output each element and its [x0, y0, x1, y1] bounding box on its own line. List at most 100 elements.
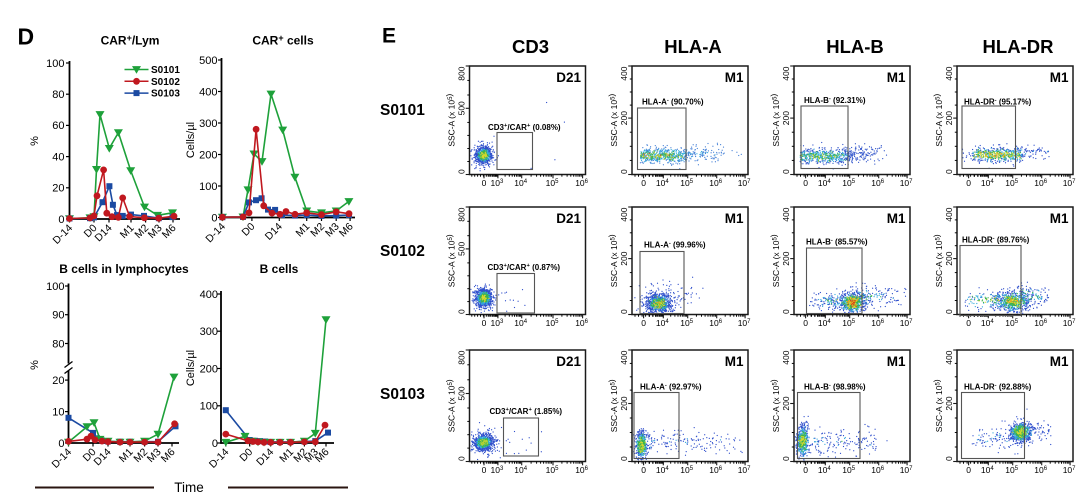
svg-text:80: 80 — [52, 338, 64, 350]
svg-text:107: 107 — [738, 178, 751, 188]
svg-text:800: 800 — [457, 66, 467, 80]
svg-text:105: 105 — [546, 465, 559, 475]
svg-text:100: 100 — [199, 181, 217, 193]
svg-text:D-14: D-14 — [207, 446, 232, 471]
svg-text:104: 104 — [981, 465, 994, 475]
svg-text:200: 200 — [781, 111, 791, 125]
svg-text:0: 0 — [619, 309, 629, 314]
svg-text:400: 400 — [619, 207, 629, 221]
svg-text:0: 0 — [457, 309, 467, 314]
svg-text:106: 106 — [709, 178, 722, 188]
svg-text:SSC-A (x 105): SSC-A (x 105) — [769, 234, 782, 287]
svg-text:M1: M1 — [1050, 211, 1069, 226]
svg-text:SSC-A (x 105): SSC-A (x 105) — [769, 379, 782, 432]
svg-text:M1: M1 — [887, 70, 906, 85]
svg-text:103: 103 — [490, 178, 503, 188]
svg-text:90: 90 — [52, 310, 64, 322]
svg-text:D0: D0 — [237, 446, 255, 464]
svg-text:SSC-A (x 105): SSC-A (x 105) — [444, 94, 457, 147]
svg-text:CAR+/Lym: CAR+/Lym — [101, 33, 160, 48]
svg-text:104: 104 — [656, 318, 669, 328]
svg-text:104: 104 — [981, 318, 994, 328]
svg-text:CD3: CD3 — [512, 36, 549, 57]
svg-text:105: 105 — [1005, 465, 1018, 475]
svg-text:0: 0 — [641, 178, 646, 188]
svg-text:200: 200 — [781, 251, 791, 265]
svg-text:M6: M6 — [160, 222, 179, 241]
svg-text:S0102: S0102 — [380, 243, 425, 260]
svg-text:106: 106 — [709, 318, 722, 328]
svg-text:106: 106 — [575, 318, 588, 328]
svg-text:0: 0 — [641, 465, 646, 475]
svg-text:D14: D14 — [92, 446, 114, 468]
svg-text:S0101: S0101 — [380, 102, 425, 119]
svg-text:SSC-A (x 105): SSC-A (x 105) — [607, 379, 620, 432]
svg-text:0: 0 — [944, 456, 954, 461]
svg-text:400: 400 — [944, 66, 954, 80]
svg-text:400: 400 — [199, 86, 217, 98]
svg-text:106: 106 — [709, 465, 722, 475]
svg-text:0: 0 — [457, 169, 467, 174]
svg-text:200: 200 — [619, 251, 629, 265]
svg-text:M1: M1 — [887, 354, 906, 369]
svg-text:103: 103 — [490, 318, 503, 328]
svg-text:M6: M6 — [159, 446, 178, 465]
svg-text:0: 0 — [457, 456, 467, 461]
svg-text:200: 200 — [619, 111, 629, 125]
svg-text:HLA-DR- (89.76%): HLA-DR- (89.76%) — [962, 236, 1030, 245]
svg-text:SSC-A (x 105): SSC-A (x 105) — [444, 234, 457, 287]
svg-text:S0103: S0103 — [151, 89, 180, 100]
svg-text:104: 104 — [818, 318, 831, 328]
svg-text:M1: M1 — [725, 211, 744, 226]
svg-text:HLA-B- (85.57%): HLA-B- (85.57%) — [806, 238, 868, 247]
svg-text:105: 105 — [1005, 178, 1018, 188]
svg-text:SSC-A (x 105): SSC-A (x 105) — [932, 94, 945, 147]
svg-text:E: E — [382, 25, 396, 48]
svg-text:D21: D21 — [556, 70, 581, 85]
svg-text:0: 0 — [803, 318, 808, 328]
svg-text:D21: D21 — [556, 354, 581, 369]
svg-text:106: 106 — [871, 465, 884, 475]
svg-text:400: 400 — [781, 350, 791, 364]
svg-text:105: 105 — [680, 178, 693, 188]
svg-text:105: 105 — [680, 465, 693, 475]
svg-text:D-14: D-14 — [50, 446, 75, 471]
svg-text:HLA-B- (98.98%): HLA-B- (98.98%) — [804, 383, 866, 392]
svg-text:10: 10 — [52, 406, 64, 418]
svg-text:105: 105 — [842, 465, 855, 475]
svg-text:500: 500 — [457, 101, 467, 115]
svg-text:100: 100 — [46, 58, 64, 70]
svg-text:800: 800 — [457, 350, 467, 364]
svg-text:M6: M6 — [337, 221, 356, 240]
svg-text:106: 106 — [1034, 465, 1047, 475]
svg-text:CD3+/CAR+ (0.87%): CD3+/CAR+ (0.87%) — [488, 263, 561, 272]
svg-text:0: 0 — [966, 318, 971, 328]
svg-text:400: 400 — [619, 66, 629, 80]
svg-text:CD3+/CAR+ (1.85%): CD3+/CAR+ (1.85%) — [490, 407, 563, 416]
svg-text:300: 300 — [199, 118, 217, 130]
svg-text:0: 0 — [781, 309, 791, 314]
svg-text:200: 200 — [619, 396, 629, 410]
svg-text:HLA-B: HLA-B — [826, 36, 884, 57]
svg-text:107: 107 — [900, 178, 913, 188]
svg-text:200: 200 — [944, 396, 954, 410]
svg-text:60: 60 — [52, 120, 64, 132]
svg-text:40: 40 — [52, 151, 64, 163]
svg-text:0: 0 — [966, 465, 971, 475]
svg-text:20: 20 — [52, 183, 64, 195]
svg-text:200: 200 — [199, 149, 217, 161]
svg-text:106: 106 — [871, 318, 884, 328]
svg-text:107: 107 — [900, 465, 913, 475]
svg-text:300: 300 — [200, 326, 218, 338]
svg-text:0: 0 — [482, 465, 487, 475]
svg-text:200: 200 — [944, 251, 954, 265]
svg-text:104: 104 — [818, 465, 831, 475]
svg-text:B cells: B cells — [260, 262, 299, 276]
svg-text:HLA-A- (90.70%): HLA-A- (90.70%) — [642, 98, 704, 107]
svg-text:0: 0 — [482, 178, 487, 188]
svg-text:0: 0 — [944, 309, 954, 314]
svg-text:105: 105 — [1005, 318, 1018, 328]
svg-text:0: 0 — [781, 169, 791, 174]
svg-text:500: 500 — [457, 242, 467, 256]
svg-text:M1: M1 — [1050, 70, 1069, 85]
